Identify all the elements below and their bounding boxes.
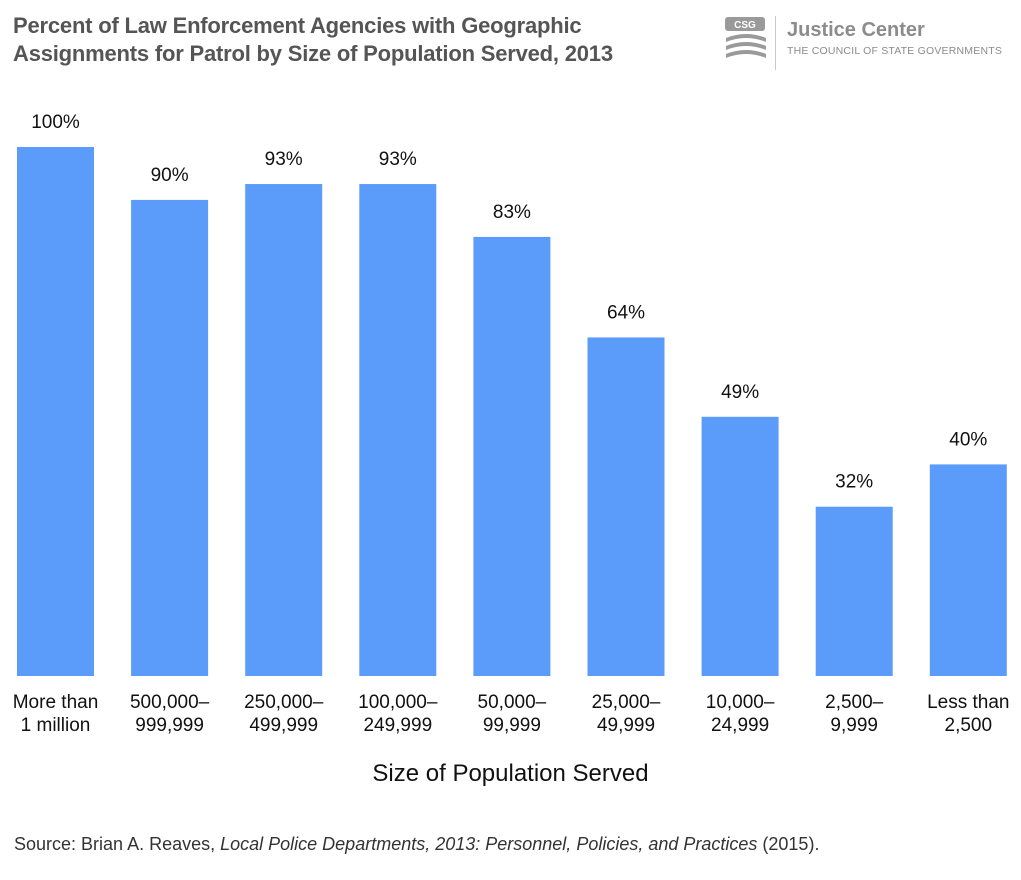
x-tick-label-2: 500,000– 999,999 [130,692,210,736]
data-label-7: 49% [721,382,759,403]
source-suffix: (2015). [757,834,820,854]
source-note: Source: Brian A. Reaves, Local Police De… [14,834,819,855]
data-label-3: 93% [265,149,303,170]
bar-chart: 100% More than 1 million 90% 500,000– 999,999… [13,112,1010,736]
data-label-4: 93% [379,149,417,170]
csg-logo-icon: CSG [725,17,766,58]
data-label-8: 32% [835,472,873,493]
x-tick-label-7: 10,000– 24,999 [706,692,775,736]
chart-title: Percent of Law Enforcement Agencies with… [13,13,613,66]
bar-5 [473,236,551,676]
source-title: Local Police Departments, 2013: Personne… [220,834,758,854]
bar-1 [17,147,94,676]
data-label-2: 90% [151,165,189,186]
logo-name: Justice Center [787,19,925,41]
x-axis-title: Size of Population Served [372,760,649,787]
source-prefix: Source: Brian A. Reaves, [14,834,221,854]
logo-subtitle: THE COUNCIL OF STATE GOVERNMENTS [787,45,1003,57]
x-tick-label-9: Less than 2,500 [927,692,1009,736]
x-tick-label-4: 100,000– 249,999 [358,692,438,736]
data-label-9: 40% [949,429,987,450]
logo-mark-text: CSG [734,20,756,31]
bar-6 [587,337,665,676]
data-label-1: 100% [31,112,80,133]
bar-2 [131,199,209,676]
bar-7 [701,416,779,676]
x-tick-label-3: 250,000– 499,999 [244,692,324,736]
bar-9 [929,464,1007,676]
x-tick-label-6: 25,000– 49,999 [592,692,661,736]
logo-divider [775,16,776,70]
bar-4 [359,184,437,676]
data-label-6: 64% [607,302,645,323]
x-tick-label-5: 50,000– 99,999 [478,692,547,736]
justice-center-logo: CSG Justice Center THE COUNCIL OF STATE … [724,16,1014,72]
x-tick-label-1: More than 1 million [13,692,99,736]
x-tick-label-8: 2,500– 9,999 [825,692,884,736]
bar-3 [245,184,323,676]
data-label-5: 83% [493,202,531,223]
bar-8 [815,506,893,676]
